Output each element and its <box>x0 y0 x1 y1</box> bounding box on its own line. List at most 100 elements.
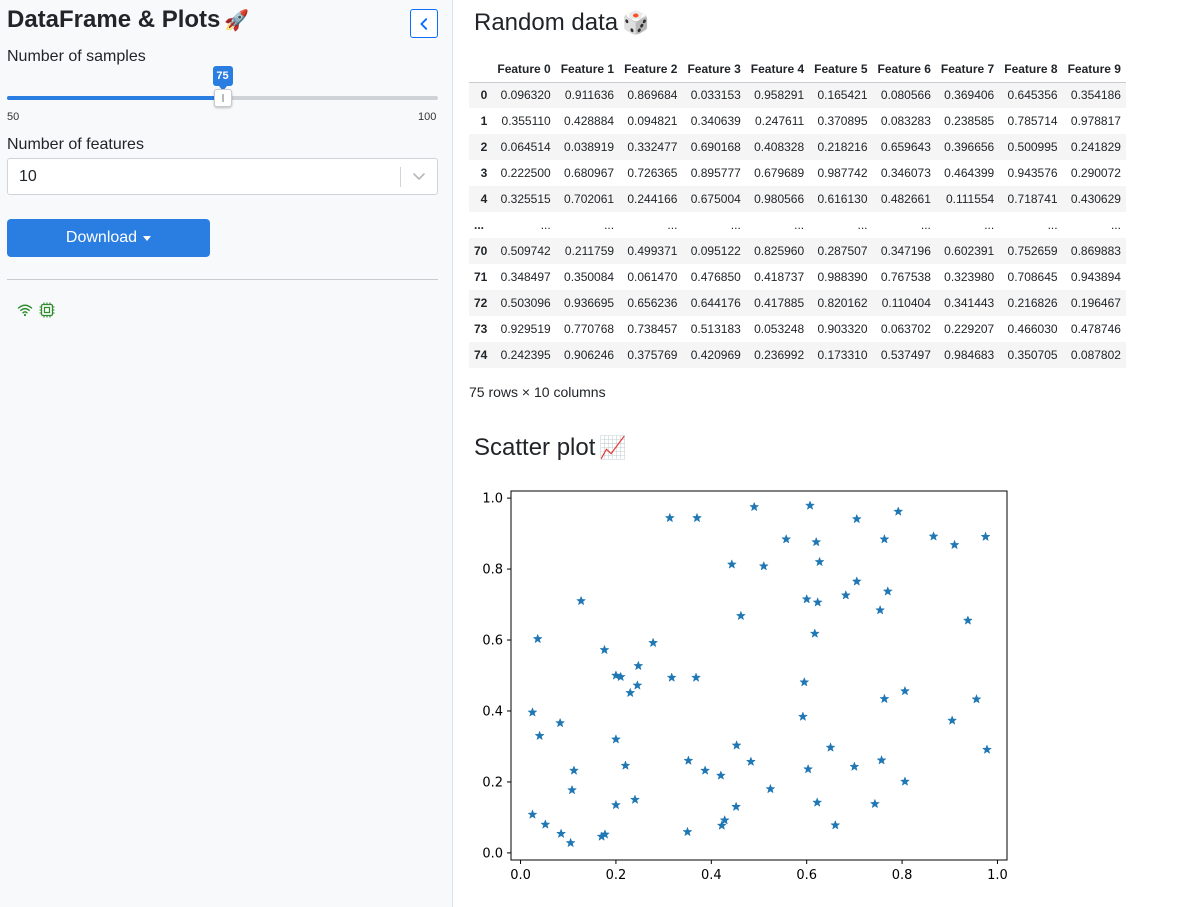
table-cell: 0.375769 <box>627 348 678 362</box>
table-cell: 0.911636 <box>564 88 615 103</box>
table-cell: 0.464399 <box>944 166 995 180</box>
chevron-down-icon[interactable] <box>411 170 427 184</box>
scatter-point <box>980 531 991 542</box>
x-tick-label: 1.0 <box>987 868 1008 883</box>
table-cell: 0.929519 <box>500 322 551 336</box>
table-cell: 0.355110 <box>501 114 551 128</box>
download-button[interactable]: Download <box>7 219 210 257</box>
table-cell: 0.196467 <box>1070 296 1121 310</box>
row-index: 3 <box>480 166 488 180</box>
table-cell: 0.238585 <box>944 114 995 128</box>
table-cell: ... <box>984 218 995 232</box>
column-header: Feature 8 <box>999 56 1063 83</box>
x-tick-label: 0.6 <box>796 868 817 883</box>
features-select[interactable]: 10 <box>7 158 438 195</box>
scatter-point <box>540 819 551 829</box>
table-row: 3 0.222500 0.680967 0.726365 0.895777 0.67968… <box>469 160 1126 186</box>
samples-slider-min: 50 <box>7 111 20 123</box>
table-cell: 0.417885 <box>754 296 805 310</box>
column-header: Feature 9 <box>1062 56 1126 83</box>
scatter-point <box>882 586 893 596</box>
table-row: ................................. <box>469 212 1126 238</box>
scatter-point <box>610 799 621 810</box>
table-shape-caption: 75 rows × 10 columns <box>469 384 606 400</box>
table-cell: 0.980566 <box>754 192 805 206</box>
row-index: 71 <box>474 270 488 284</box>
scatter-point <box>899 685 910 696</box>
row-index: 73 <box>474 322 488 336</box>
table-cell: 0.785714 <box>1007 114 1058 128</box>
table-row: 1 0.355110 0.428884 0.094821 0.340639 0.24761… <box>469 108 1126 134</box>
y-tick-label: 1.0 <box>482 492 503 507</box>
column-header: Feature 4 <box>745 56 810 83</box>
scatter-point <box>981 744 993 754</box>
scatter-point <box>682 826 693 837</box>
table-cell: 0.767538 <box>880 270 931 284</box>
sidebar-divider <box>7 279 438 280</box>
table-cell: 0.247611 <box>754 114 805 128</box>
scatter-point <box>568 765 580 775</box>
scatter-point <box>830 819 841 830</box>
scatter-point <box>749 501 760 512</box>
table-cell: 0.038919 <box>564 140 615 154</box>
scatter-point <box>648 637 659 648</box>
features-select-value: 10 <box>19 168 37 185</box>
wifi-icon <box>17 304 33 317</box>
scatter-point <box>879 533 890 544</box>
scatter-point <box>666 672 677 682</box>
scatter-point <box>812 597 823 607</box>
scatter-point <box>971 693 982 704</box>
table-cell: 0.222500 <box>500 166 551 180</box>
table-cell: 0.869883 <box>1070 244 1121 258</box>
table-cell: 0.080566 <box>880 88 931 103</box>
scatter-point <box>735 610 746 621</box>
scatter-point <box>576 595 587 606</box>
sidebar: DataFrame & Plots 🚀 Number of samples 75 … <box>0 0 453 907</box>
plot-heading: Scatter plot 📈 <box>474 434 627 462</box>
row-index: 72 <box>474 296 488 310</box>
table-cell: 0.659643 <box>880 140 931 154</box>
table-cell: 0.500995 <box>1007 140 1058 154</box>
table-cell: 0.347196 <box>880 244 931 258</box>
table-cell: 0.061470 <box>627 270 678 284</box>
scatter-point <box>811 536 822 547</box>
table-cell: ... <box>794 218 805 232</box>
cpu-icon <box>39 302 55 318</box>
scatter-point <box>801 593 812 604</box>
scatter-point <box>812 797 823 807</box>
table-cell: 0.895777 <box>690 166 741 180</box>
table-cell: 0.241829 <box>1070 140 1121 154</box>
table-cell: 0.428884 <box>564 114 615 128</box>
samples-slider-handle[interactable] <box>213 89 232 107</box>
samples-label: Number of samples <box>7 48 146 65</box>
scatter-point <box>555 717 566 728</box>
table-cell: 0.988390 <box>817 270 868 284</box>
collapse-sidebar-button[interactable] <box>410 9 438 38</box>
samples-slider-value: 75 <box>212 66 233 91</box>
table-body: 0 0.096320 0.911636 0.869684 0.033153 0.95829… <box>469 82 1126 368</box>
table-cell: 0.708645 <box>1007 270 1058 284</box>
scatter-point <box>716 820 727 830</box>
table-cell: 0.958291 <box>754 88 805 103</box>
y-tick-label: 0.0 <box>482 846 503 861</box>
table-cell: ... <box>1047 218 1058 232</box>
table-cell: 0.064514 <box>500 140 551 154</box>
scatter-point <box>683 755 694 765</box>
scatter-point <box>625 687 636 698</box>
scatter-point <box>629 794 641 804</box>
table-cell: 0.690168 <box>690 140 741 154</box>
column-header: Feature 0 <box>492 56 556 83</box>
scatter-point <box>809 628 820 638</box>
table-cell: 0.702061 <box>564 192 615 206</box>
rocket-icon: 🚀 <box>224 10 250 32</box>
table-header-row: Feature 0 Feature 1 Feature 2 Feature 3 Feat… <box>469 56 1126 83</box>
table-cell: 0.244166 <box>627 192 678 206</box>
scatter-point <box>726 559 737 569</box>
features-label: Number of features <box>7 136 144 153</box>
x-tick-label: 0.4 <box>701 868 722 883</box>
table-row: 73 0.929519 0.770768 0.738457 0.513183 0.0532… <box>469 316 1126 342</box>
table-row: 4 0.325515 0.702061 0.244166 0.675004 0.98056… <box>469 186 1126 212</box>
table-cell: 0.354186 <box>1070 88 1121 103</box>
main-content: Random data 🎲 Feature 0 Feature 1 Feature 2… <box>454 0 1182 907</box>
table-cell: 0.229207 <box>944 322 995 336</box>
